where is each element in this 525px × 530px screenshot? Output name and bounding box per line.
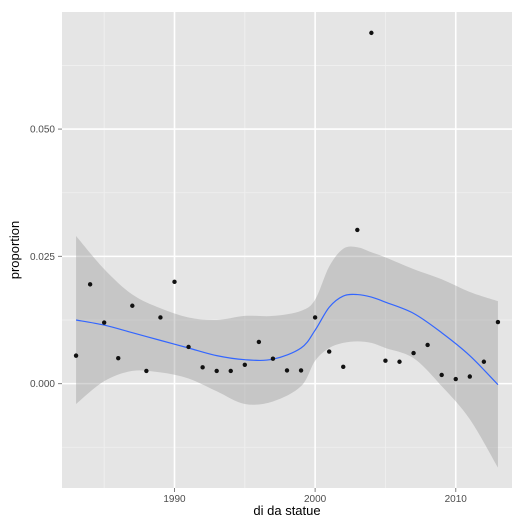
data-point bbox=[270, 356, 276, 361]
data-point bbox=[411, 350, 416, 356]
confidence-band-layer bbox=[76, 236, 498, 468]
data-point bbox=[453, 376, 458, 382]
major-gridlines bbox=[62, 12, 512, 488]
data-point bbox=[369, 30, 374, 36]
data-point bbox=[355, 227, 360, 233]
data-point bbox=[158, 315, 163, 320]
points-layer bbox=[73, 30, 501, 382]
data-point bbox=[467, 374, 473, 379]
x-tick-label: 1990 bbox=[163, 494, 186, 505]
data-point bbox=[116, 355, 121, 361]
y-axis-ticks: 0.000 0.025 0.050 bbox=[30, 125, 62, 390]
data-point bbox=[144, 368, 149, 374]
minor-gridlines bbox=[62, 12, 512, 488]
data-point bbox=[397, 359, 402, 364]
x-axis-ticks: 1990 2000 2010 bbox=[163, 488, 467, 505]
x-tick-label: 2010 bbox=[445, 494, 468, 505]
data-point bbox=[256, 339, 262, 345]
data-point bbox=[87, 282, 93, 287]
confidence-band bbox=[76, 236, 498, 468]
data-point bbox=[242, 362, 248, 367]
data-point bbox=[214, 368, 219, 374]
smooth-line bbox=[75, 293, 499, 386]
data-point bbox=[101, 320, 107, 325]
data-point bbox=[298, 368, 304, 373]
panel-background bbox=[62, 12, 512, 488]
data-point bbox=[284, 368, 290, 373]
data-point bbox=[312, 315, 318, 320]
x-tick-label: 2000 bbox=[304, 494, 327, 505]
smooth-line-layer bbox=[75, 293, 499, 386]
data-point bbox=[172, 279, 177, 285]
data-point bbox=[425, 342, 430, 348]
data-point bbox=[73, 353, 79, 358]
data-point bbox=[383, 358, 388, 363]
y-axis-title: proportion bbox=[7, 221, 22, 280]
y-tick-label: 0.000 bbox=[30, 379, 55, 390]
data-point bbox=[439, 372, 444, 378]
y-tick-label: 0.050 bbox=[30, 125, 55, 136]
data-point bbox=[495, 319, 501, 325]
x-axis-title: di da statue bbox=[253, 503, 320, 518]
data-point bbox=[130, 303, 135, 308]
data-point bbox=[200, 365, 205, 370]
data-point bbox=[326, 349, 332, 354]
data-point bbox=[186, 344, 191, 350]
data-point bbox=[481, 359, 487, 364]
y-tick-label: 0.025 bbox=[30, 252, 55, 263]
data-point bbox=[228, 368, 233, 374]
data-point bbox=[341, 364, 346, 370]
